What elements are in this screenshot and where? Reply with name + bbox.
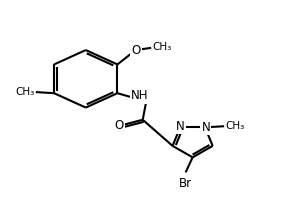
Text: Br: Br [178, 177, 192, 190]
Text: CH₃: CH₃ [153, 42, 172, 52]
Text: CH₃: CH₃ [15, 87, 34, 97]
Text: O: O [131, 43, 140, 56]
Text: N: N [176, 120, 185, 133]
Text: N: N [201, 121, 210, 134]
Text: O: O [114, 119, 124, 132]
Text: NH: NH [131, 89, 149, 102]
Text: CH₃: CH₃ [225, 121, 245, 131]
